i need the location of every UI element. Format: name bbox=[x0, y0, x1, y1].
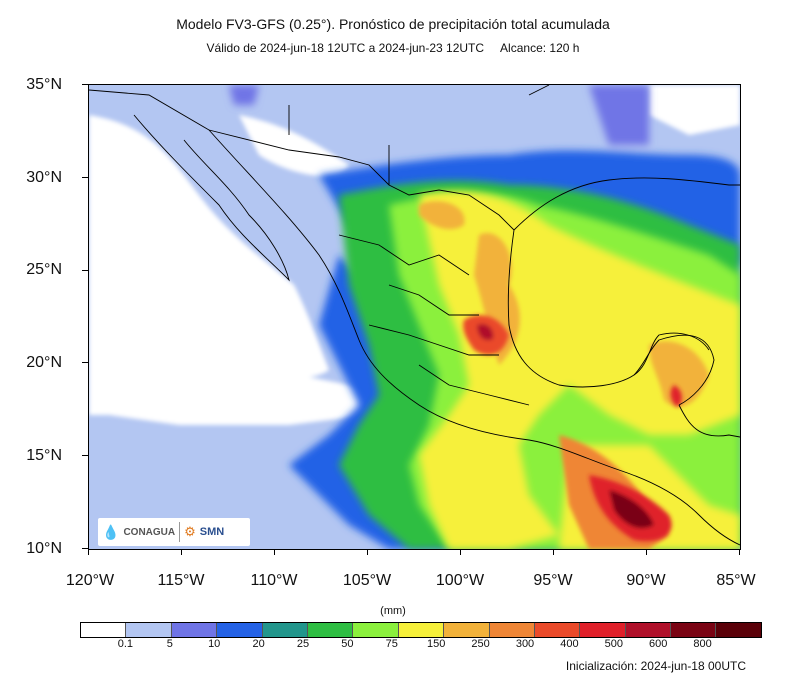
x-tick bbox=[181, 549, 182, 555]
colorbar-segment bbox=[444, 623, 490, 637]
colorbar-segment bbox=[398, 623, 445, 637]
y-tick-label: 10°N bbox=[26, 540, 62, 557]
x-tick-label: 90°W bbox=[626, 572, 666, 589]
colorbar-label: 20 bbox=[252, 638, 265, 650]
y-tick bbox=[82, 548, 88, 549]
precipitation-map bbox=[88, 84, 741, 550]
x-tick bbox=[553, 549, 554, 555]
colorbar-label: 800 bbox=[693, 638, 712, 650]
x-tick bbox=[460, 549, 461, 555]
x-tick bbox=[274, 549, 275, 555]
x-tick-label: 110°W bbox=[250, 572, 298, 589]
y-tick bbox=[82, 84, 88, 85]
colorbar-label: 300 bbox=[515, 638, 535, 650]
colorbar-label: 0.1 bbox=[117, 638, 134, 650]
colorbar bbox=[80, 622, 762, 638]
colorbar-segment bbox=[171, 623, 218, 637]
x-tick-label: 115°W bbox=[157, 572, 205, 589]
y-tick-label: 25°N bbox=[26, 261, 62, 278]
x-tick bbox=[88, 549, 89, 555]
smn-logo-text: SMN bbox=[199, 526, 225, 538]
colorbar-unit: (mm) bbox=[380, 605, 406, 617]
colorbar-segment bbox=[580, 623, 626, 637]
initialization-time: Inicialización: 2024-jun-18 00UTC bbox=[565, 659, 746, 673]
y-tick bbox=[82, 455, 88, 456]
colorbar-segment bbox=[353, 623, 399, 637]
x-tick-label: 100°W bbox=[435, 572, 485, 589]
colorbar-label: 10 bbox=[208, 638, 221, 650]
smn-swirl-icon: ⚙ bbox=[184, 524, 196, 539]
y-tick-label: 20°N bbox=[26, 354, 62, 371]
y-tick-label: 35°N bbox=[26, 76, 62, 93]
conagua-logo-text: CONAGUA bbox=[123, 526, 176, 538]
colorbar-segment bbox=[534, 623, 581, 637]
colorbar-label: 250 bbox=[471, 638, 490, 650]
colorbar-label: 600 bbox=[649, 638, 668, 650]
x-tick bbox=[367, 549, 368, 555]
colorbar-segment bbox=[671, 623, 717, 637]
x-tick-label: 105°W bbox=[342, 572, 392, 589]
y-tick-label: 30°N bbox=[26, 169, 62, 186]
agency-logos: 💧 CONAGUA ⚙ SMN bbox=[98, 518, 250, 546]
x-tick bbox=[646, 549, 647, 555]
x-tick bbox=[739, 549, 740, 555]
colorbar-label: 150 bbox=[427, 638, 446, 650]
colorbar-label: 500 bbox=[604, 638, 623, 650]
x-tick-label: 95°W bbox=[533, 572, 573, 589]
y-tick bbox=[82, 362, 88, 363]
logo-divider bbox=[179, 522, 181, 542]
colorbar-segment bbox=[716, 623, 761, 637]
map-title: Modelo FV3-GFS (0.25°). Pronóstico de pr… bbox=[176, 16, 610, 32]
colorbar-segment bbox=[262, 623, 308, 637]
colorbar-label: 75 bbox=[385, 638, 398, 650]
colorbar-label: 400 bbox=[560, 638, 579, 650]
colorbar-segment bbox=[126, 623, 172, 637]
x-tick-label: 120°W bbox=[65, 572, 115, 589]
y-tick-label: 15°N bbox=[26, 447, 62, 464]
colorbar-segment bbox=[489, 623, 535, 637]
y-tick bbox=[82, 177, 88, 178]
precipitation-field bbox=[89, 85, 740, 549]
x-tick-label: 85°W bbox=[716, 572, 756, 589]
y-tick bbox=[82, 270, 88, 271]
conagua-drop-icon: 💧 bbox=[102, 523, 120, 540]
colorbar-label: 50 bbox=[341, 638, 354, 650]
colorbar-segment bbox=[307, 623, 354, 637]
colorbar-segment bbox=[625, 623, 672, 637]
map-subtitle: Válido de 2024-jun-18 12UTC a 2024-jun-2… bbox=[206, 41, 580, 55]
colorbar-segment bbox=[217, 623, 263, 637]
colorbar-label: 5 bbox=[166, 638, 173, 650]
colorbar-segment bbox=[81, 623, 127, 637]
colorbar-label: 25 bbox=[296, 638, 310, 650]
